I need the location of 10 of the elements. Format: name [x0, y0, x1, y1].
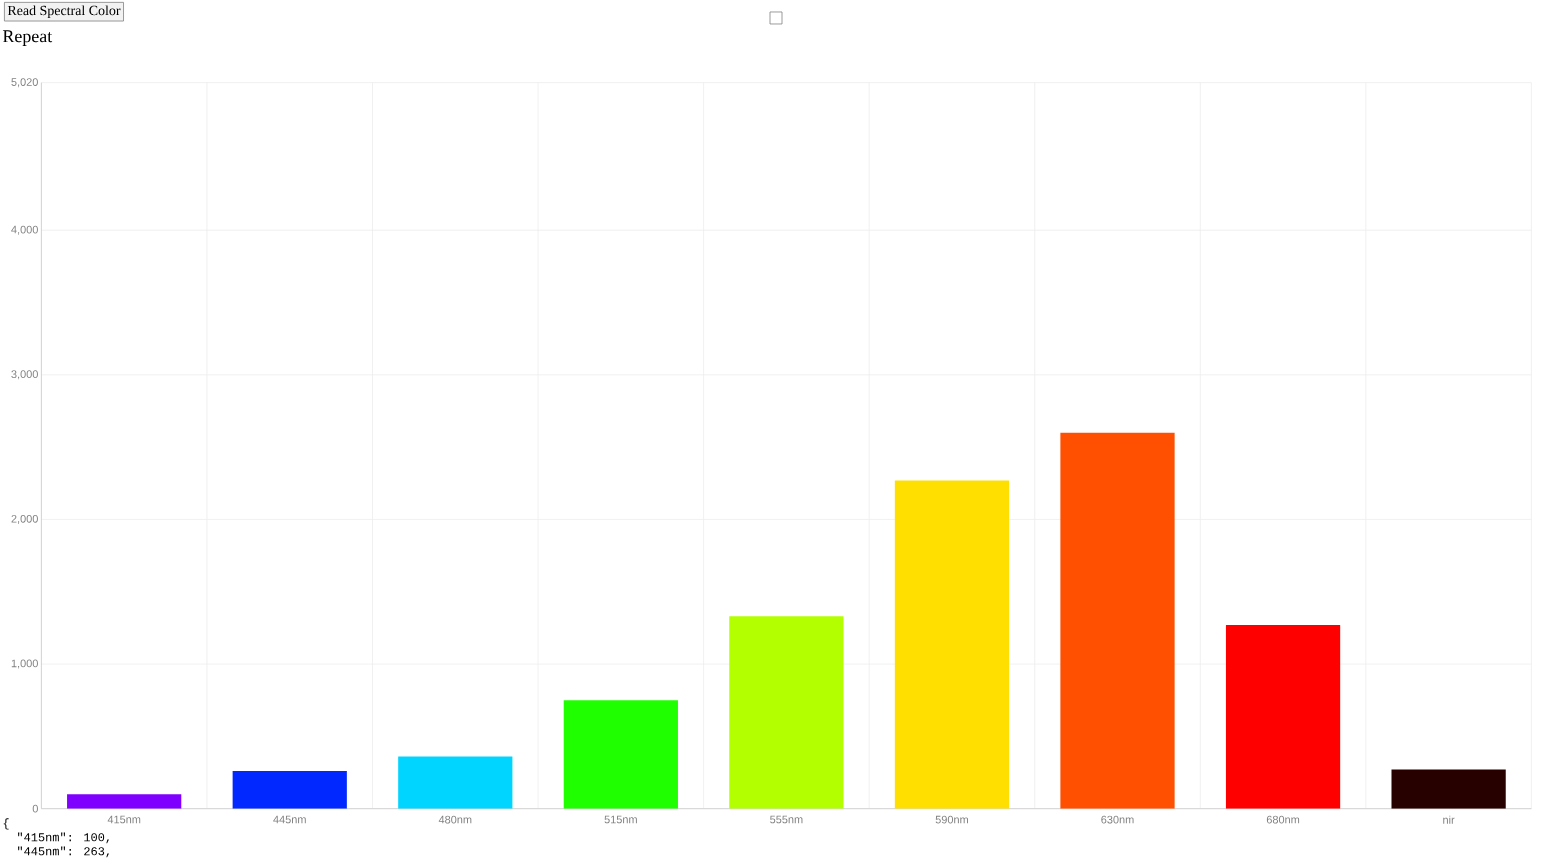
bar: [729, 616, 844, 809]
bar: [1391, 769, 1506, 809]
bar: [563, 700, 678, 809]
bar: [398, 756, 513, 809]
text: Repeat: [2, 30, 53, 46]
bar: [1225, 625, 1341, 809]
bar: [894, 480, 1010, 809]
bar: [232, 771, 347, 809]
bar: [1060, 432, 1175, 809]
bar: [67, 794, 182, 809]
